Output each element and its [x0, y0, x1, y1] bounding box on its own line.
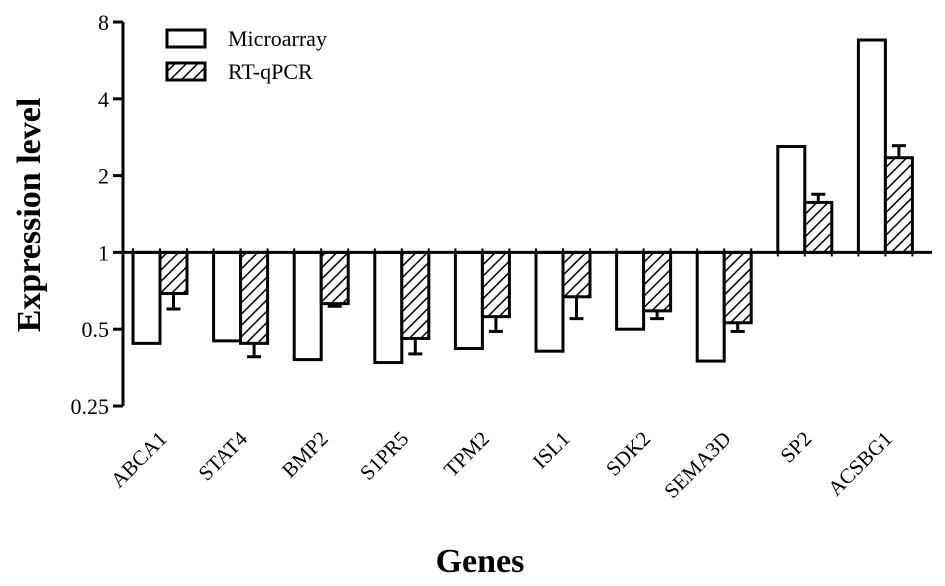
x-tick-label: ABCA1 [106, 427, 172, 493]
bar-rt-qpcr-sp2 [803, 200, 834, 254]
x-tick-label: SP2 [775, 427, 816, 468]
x-tick-label: SDK2 [601, 427, 655, 481]
y-tick-label: 1 [98, 240, 109, 265]
y-tick-label: 0.25 [71, 394, 110, 419]
bar-microarray-acsbg1 [856, 38, 887, 254]
bar-rt-qpcr-acsbg1 [883, 156, 914, 254]
bar-rt-qpcr-sema3d [722, 250, 753, 325]
bar-microarray-stat4 [212, 250, 243, 343]
legend: Microarray RT-qPCR [165, 26, 327, 84]
bar-microarray-bmp2 [292, 250, 323, 362]
bar-rt-qpcr-abca1 [158, 250, 189, 296]
x-tick-label: S1PR5 [355, 427, 413, 485]
legend-swatch-microarray [165, 28, 207, 49]
x-tick-label: TPM2 [439, 427, 494, 482]
bar-microarray-isl1 [534, 250, 565, 353]
bar-rt-qpcr-tpm2 [480, 250, 511, 319]
x-tick-label: STAT4 [193, 426, 252, 485]
x-tick-label: ISL1 [528, 427, 575, 474]
y-tick-label: 0.5 [82, 317, 110, 342]
bar-rt-qpcr-isl1 [561, 250, 592, 299]
x-tick-label: ACSBG1 [823, 427, 897, 501]
y-tick-label: 2 [98, 164, 109, 189]
bar-microarray-abca1 [131, 250, 162, 345]
legend-swatch-rt-qpcr [165, 61, 207, 82]
bar-rt-qpcr-s1pr5 [400, 250, 431, 340]
legend-label-rt-qpcr: RT-qPCR [228, 59, 313, 84]
bar-rt-qpcr-stat4 [239, 250, 270, 345]
bar-microarray-sdk2 [615, 250, 646, 331]
legend-label-microarray: Microarray [228, 26, 327, 51]
bar-microarray-sema3d [695, 250, 726, 363]
bar-rt-qpcr-bmp2 [319, 250, 350, 306]
x-tick-label: BMP2 [277, 427, 333, 483]
y-tick-label: 4 [98, 87, 109, 112]
bar-microarray-tpm2 [453, 250, 484, 351]
x-axis-label: Genes [436, 543, 525, 580]
x-tick-label: SEMA3D [659, 427, 735, 503]
bar-rt-qpcr-sdk2 [642, 250, 673, 313]
bar-microarray-s1pr5 [373, 250, 404, 365]
y-axis-label: Expression level [11, 98, 48, 333]
bar-microarray-sp2 [776, 145, 807, 254]
y-tick-label: 8 [98, 10, 109, 35]
